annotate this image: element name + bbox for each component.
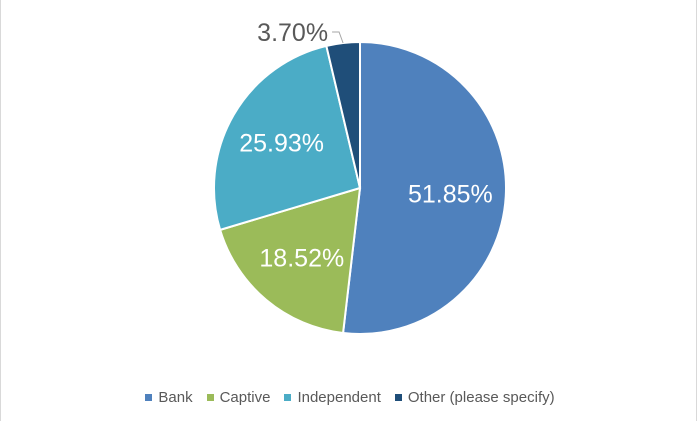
data-label-bank: 51.85% [408, 180, 493, 208]
pie-slice-bank [341, 40, 507, 335]
legend-swatch-other [394, 393, 402, 401]
legend-item-bank: Bank [145, 388, 193, 406]
legend-label-captive: Captive [219, 388, 271, 406]
legend-item-other: Other (please specify) [394, 388, 555, 406]
data-label-other: 3.70% [257, 19, 328, 47]
data-label-captive: 18.52% [259, 244, 344, 272]
legend-swatch-independent [284, 393, 292, 401]
legend-item-independent: Independent [284, 388, 381, 406]
pie-slice-captive [218, 186, 362, 335]
legend-swatch-captive [206, 393, 214, 401]
legend-item-captive: Captive [206, 388, 271, 406]
legend-label-bank: Bank [158, 388, 193, 406]
legend-swatch-bank [145, 393, 153, 401]
legend-label-other: Other (please specify) [407, 388, 555, 406]
legend: Bank Captive Independent Other (please s… [1, 386, 698, 408]
data-label-independent: 25.93% [239, 130, 324, 158]
pie-slice-independent [213, 44, 362, 232]
leader-line-other [332, 31, 344, 44]
legend-label-independent: Independent [297, 388, 381, 406]
